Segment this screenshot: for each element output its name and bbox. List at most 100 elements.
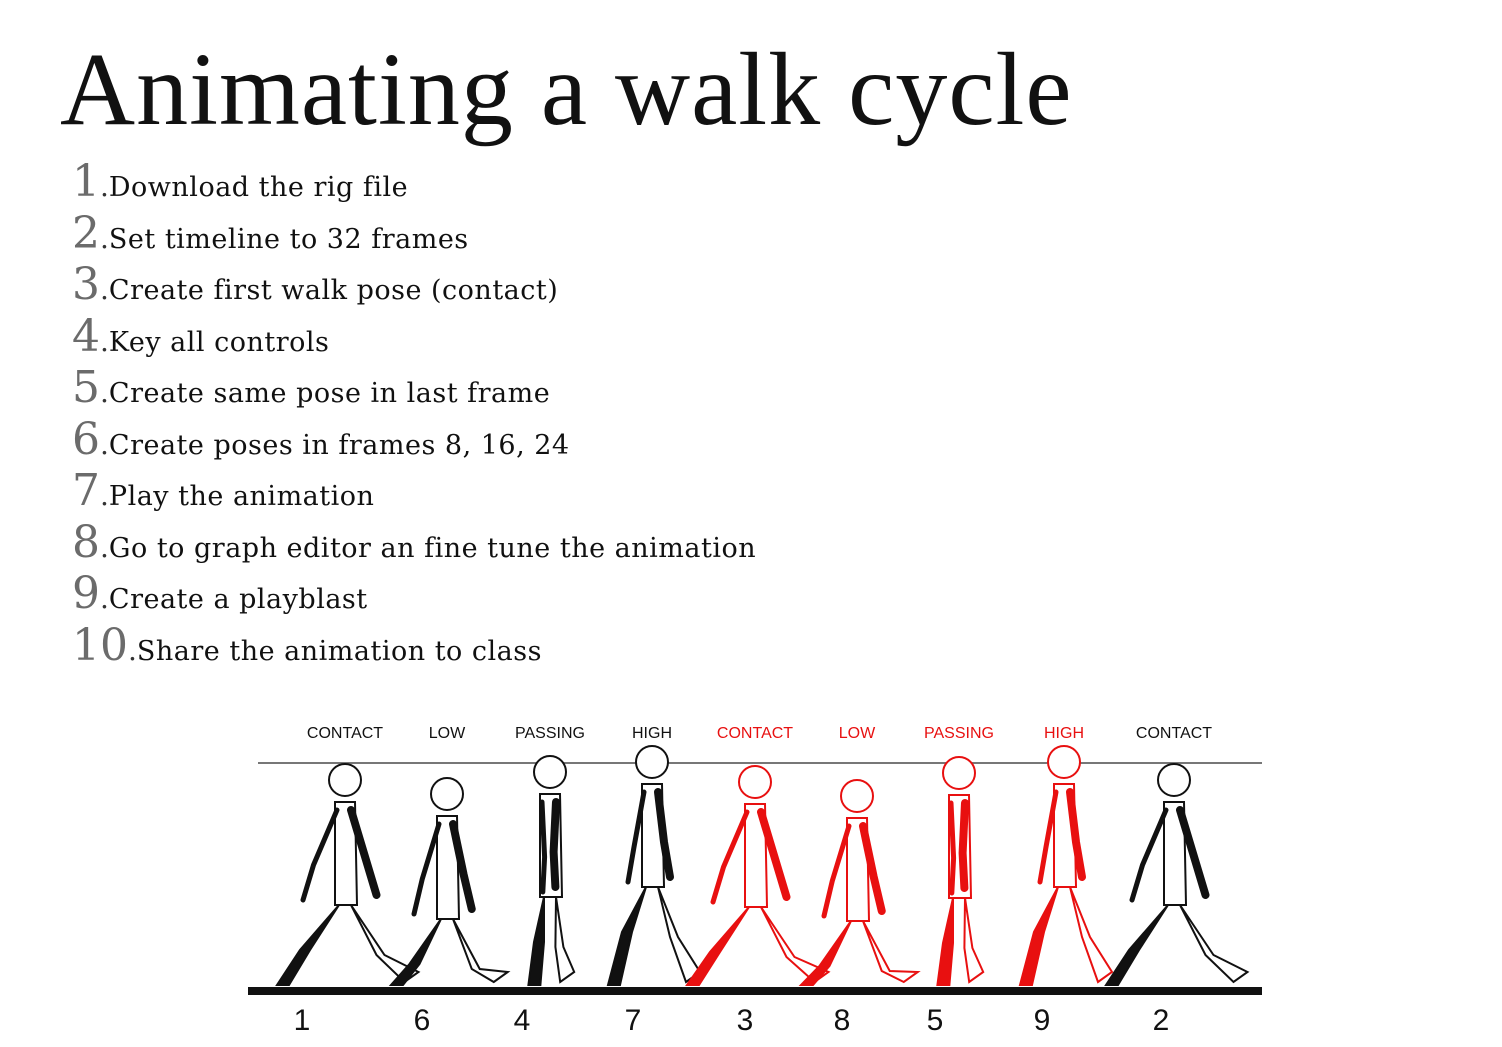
figure-head bbox=[738, 765, 772, 799]
step-number: 4 bbox=[72, 310, 100, 362]
step-text: Download the rig file bbox=[108, 172, 409, 203]
figure-head bbox=[1047, 745, 1081, 779]
step-item: 2. Set timeline to 32 frames bbox=[72, 207, 469, 259]
walk-pose-2: LOW 6 bbox=[388, 725, 511, 1037]
frame-number: 4 bbox=[514, 1004, 531, 1037]
figure-arm bbox=[539, 799, 548, 895]
figure-back-leg bbox=[798, 920, 852, 986]
step-text: Create same pose in last frame bbox=[108, 378, 551, 409]
figure-arm bbox=[757, 808, 791, 901]
step-number: 10 bbox=[72, 619, 128, 671]
pose-label: PASSING bbox=[924, 725, 994, 742]
step-number: 1 bbox=[72, 156, 100, 207]
step-number: 6 bbox=[72, 413, 100, 465]
figure-arm bbox=[821, 823, 852, 919]
step-number: 3 bbox=[72, 259, 100, 310]
step-item: 1. Download the rig file bbox=[72, 156, 409, 207]
pose-label: CONTACT bbox=[717, 725, 793, 742]
figure-head bbox=[840, 779, 874, 813]
walk-pose-5: CONTACT 3 bbox=[685, 725, 831, 1037]
step-number: 5 bbox=[72, 362, 100, 413]
figure-back-leg bbox=[275, 904, 340, 986]
figure-head bbox=[533, 755, 567, 789]
pose-label: LOW bbox=[839, 725, 876, 742]
step-number: 9 bbox=[72, 568, 100, 619]
frame-number: 9 bbox=[1034, 1004, 1051, 1037]
step-text: Set timeline to 32 frames bbox=[108, 223, 469, 255]
step-text: Share the animation to class bbox=[136, 635, 542, 667]
figure-arm bbox=[411, 821, 442, 917]
step-item: 6. Create poses in frames 8, 16, 24 bbox=[72, 413, 570, 465]
figure-torso bbox=[334, 801, 359, 906]
figure-arm bbox=[654, 788, 674, 881]
step-item: 3. Create first walk pose (contact) bbox=[72, 259, 559, 310]
frame-number: 6 bbox=[414, 1004, 431, 1037]
walk-pose-1: CONTACT 1 bbox=[275, 725, 421, 1037]
step-text: Create a playblast bbox=[108, 584, 368, 615]
frame-number: 5 bbox=[927, 1004, 944, 1037]
frame-number: 7 bbox=[625, 1004, 642, 1037]
figure-arm bbox=[710, 809, 750, 905]
frame-number: 2 bbox=[1153, 1004, 1170, 1037]
steps-list: 1. Download the rig file 2. Set timeline t… bbox=[72, 160, 756, 675]
pose-label: CONTACT bbox=[1136, 725, 1212, 742]
figure-front-leg bbox=[554, 896, 576, 984]
figure-arm bbox=[300, 807, 340, 903]
figure-front-leg bbox=[1179, 904, 1250, 984]
frame-number: 8 bbox=[834, 1004, 851, 1037]
step-item: 9. Create a playblast bbox=[72, 568, 368, 619]
step-text: Create poses in frames 8, 16, 24 bbox=[108, 429, 570, 461]
figure-back-leg bbox=[527, 896, 545, 986]
step-number: 8 bbox=[72, 516, 100, 568]
figure-front-leg bbox=[452, 918, 511, 984]
figure-arm bbox=[1066, 788, 1086, 881]
figure-front-leg bbox=[1069, 886, 1114, 984]
figure-arm bbox=[1037, 789, 1059, 885]
figure-front-leg bbox=[862, 920, 921, 984]
figure-head bbox=[635, 745, 669, 779]
figure-arm bbox=[625, 789, 647, 885]
walk-pose-8: HIGH 9 bbox=[1018, 725, 1114, 1037]
step-item: 7. Play the animation bbox=[72, 465, 375, 516]
step-text: Play the animation bbox=[108, 481, 375, 512]
walk-pose-7: PASSING 5 bbox=[924, 725, 994, 1037]
walk-pose-3: PASSING 4 bbox=[514, 725, 585, 1037]
figure-back-leg bbox=[1018, 886, 1059, 986]
figure-back-leg bbox=[606, 886, 647, 986]
figure-front-leg bbox=[963, 897, 985, 984]
step-text: Key all controls bbox=[108, 326, 330, 358]
ground-line bbox=[248, 987, 1262, 995]
figure-head bbox=[942, 756, 976, 790]
figure-back-leg bbox=[388, 918, 442, 986]
figure-torso bbox=[1163, 801, 1188, 906]
walk-pose-6: LOW 8 bbox=[798, 725, 921, 1037]
walk-pose-4: HIGH 7 bbox=[606, 725, 702, 1037]
figure-arm bbox=[449, 820, 476, 913]
pose-label: HIGH bbox=[1044, 725, 1084, 742]
figure-arm bbox=[1129, 807, 1169, 903]
step-text: Go to graph editor an fine tune the anim… bbox=[108, 532, 757, 564]
figure-arm bbox=[958, 799, 969, 892]
walk-pose-9: CONTACT 2 bbox=[1104, 725, 1250, 1037]
frame-number: 3 bbox=[737, 1004, 754, 1037]
figure-arm bbox=[948, 800, 957, 896]
step-item: 4. Key all controls bbox=[72, 310, 330, 362]
figure-front-leg bbox=[657, 886, 702, 984]
step-number: 2 bbox=[72, 207, 100, 259]
figure-head bbox=[328, 763, 362, 797]
pose-label: CONTACT bbox=[307, 725, 383, 742]
walk-cycle-diagram: CONTACT 1 LOW 6 PASSING 4 HIGH 7 CONTACT 3 LOW 8 PAS… bbox=[248, 725, 1262, 1037]
page-title: Animating a walk cycle bbox=[60, 32, 1073, 147]
step-item: 8. Go to graph editor an fine tune the an… bbox=[72, 516, 757, 568]
figure-arm bbox=[549, 798, 560, 891]
figure-head bbox=[430, 777, 464, 811]
figure-back-leg bbox=[685, 906, 750, 986]
figure-back-leg bbox=[936, 897, 954, 986]
step-number: 7 bbox=[72, 465, 100, 516]
figure-arm bbox=[1176, 806, 1210, 899]
figure-arm bbox=[859, 822, 886, 915]
step-item: 5. Create same pose in last frame bbox=[72, 362, 551, 413]
figure-torso bbox=[744, 803, 769, 908]
pose-label: HIGH bbox=[632, 725, 672, 742]
step-item: 10. Share the animation to class bbox=[72, 619, 542, 671]
